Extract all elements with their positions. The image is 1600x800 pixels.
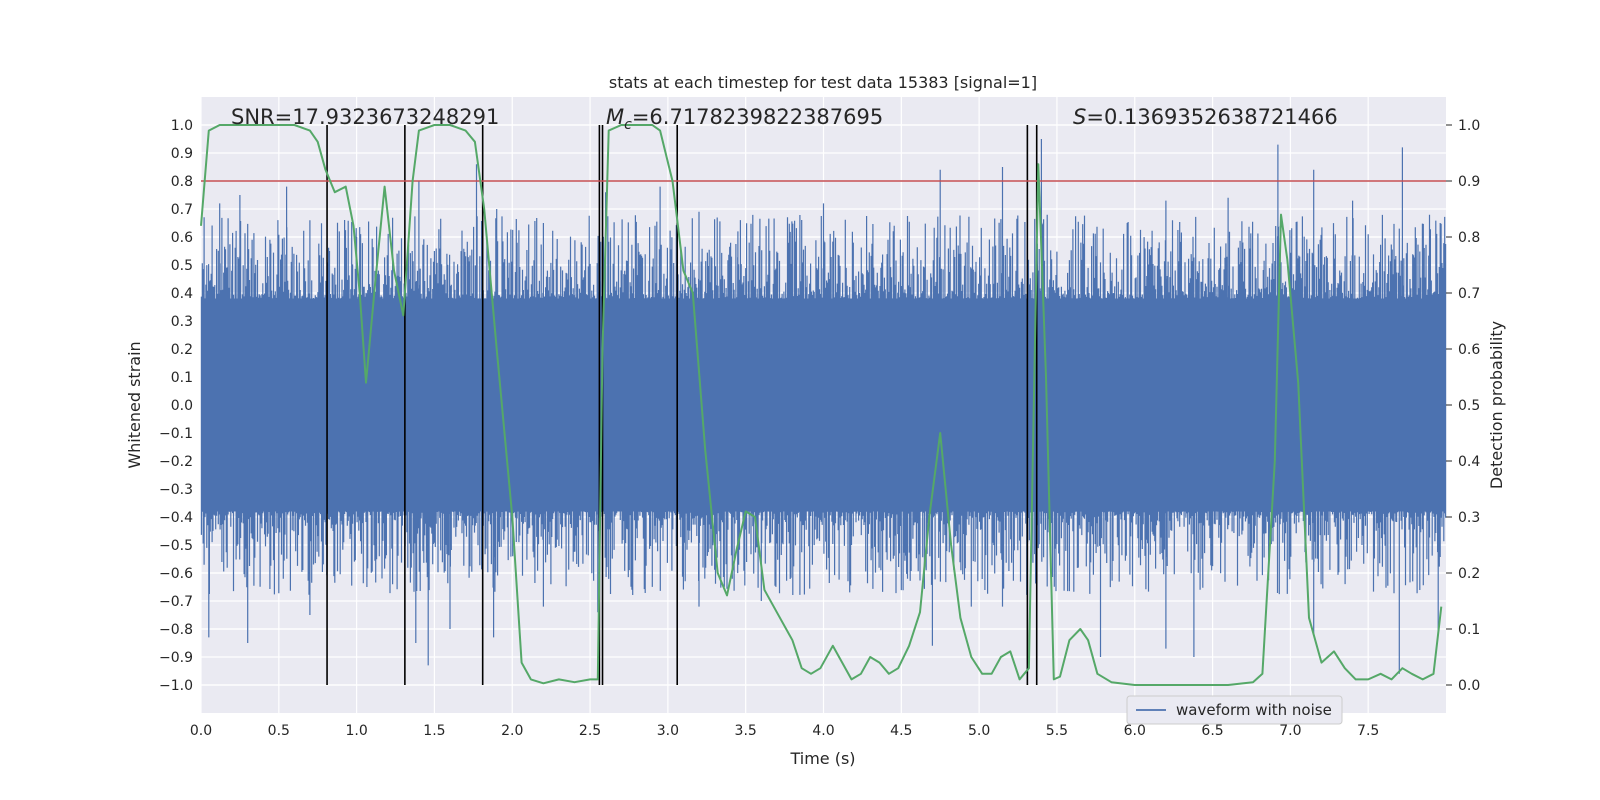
y-tick-label: 0.2 — [171, 342, 193, 358]
y-tick-label: 0.7 — [171, 202, 193, 218]
chirp-mass-value: =6.7178239822387695 — [632, 105, 883, 129]
y-tick-label: −0.1 — [159, 426, 193, 442]
y-tick-label: −0.2 — [159, 454, 193, 470]
y-axis-ticks: 1.0 0.9 0.8 0.7 0.6 0.5 0.4 0.3 0.2 0.1 0.0 −0.1 −0.… — [159, 118, 193, 694]
y-tick-label: −1.0 — [159, 678, 193, 694]
x-tick-label: 7.0 — [1279, 723, 1301, 739]
x-tick-label: 1.0 — [345, 723, 367, 739]
y-tick-label: −0.6 — [159, 566, 193, 582]
y2-tick-label: 0.5 — [1458, 398, 1480, 414]
waveform-trace — [200, 139, 1447, 674]
y-tick-label: −0.7 — [159, 594, 193, 610]
x-tick-label: 5.5 — [1046, 723, 1068, 739]
snr-annotation: SNR=17.9323673248291 — [231, 105, 499, 129]
x-tick-label: 6.0 — [1124, 723, 1146, 739]
x-axis-ticks: 0.0 0.5 1.0 1.5 2.0 2.5 3.0 3.5 4.0 4.5 5.0 5.5 6.0 6… — [190, 723, 1379, 739]
y-tick-label: 1.0 — [171, 118, 193, 134]
x-axis-label: Time (s) — [789, 749, 855, 768]
y-tick-label: 0.9 — [171, 146, 193, 162]
y2-tick-label: 1.0 — [1458, 118, 1480, 134]
x-tick-label: 0.0 — [190, 723, 212, 739]
detection-probability-line — [200, 124, 1443, 686]
y-tick-label: −0.9 — [159, 650, 193, 666]
y2-tick-label: 0.9 — [1458, 174, 1480, 190]
y2-tick-label: 0.4 — [1458, 454, 1480, 470]
chirp-mass-symbol: M — [606, 105, 624, 129]
chirp-mass-annotation: Mc=6.7178239822387695 — [606, 105, 883, 133]
y2-tick-label: 0.1 — [1458, 622, 1480, 638]
chirp-mass-subscript: c — [624, 117, 632, 133]
legend-entry-waveform: waveform with noise — [1176, 701, 1332, 719]
x-tick-label: 3.5 — [735, 723, 757, 739]
x-tick-label: 7.5 — [1357, 723, 1379, 739]
y2-tick-label: 0.0 — [1458, 678, 1480, 694]
y-tick-label: −0.3 — [159, 482, 193, 498]
legend: waveform with noise — [1126, 695, 1343, 725]
y-tick-label: 0.4 — [171, 286, 193, 302]
x-tick-label: 4.5 — [890, 723, 912, 739]
s-value: =0.1369352638721466 — [1086, 105, 1337, 129]
series-detection-probability — [200, 124, 1443, 686]
y-tick-label: −0.5 — [159, 538, 193, 554]
series-waveform-with-noise — [200, 139, 1447, 674]
y-axis-label: Whitened strain — [125, 341, 144, 468]
y2-tick-label: 0.7 — [1458, 286, 1480, 302]
y2-tick-label: 0.3 — [1458, 510, 1480, 526]
x-tick-label: 1.5 — [423, 723, 445, 739]
y-tick-label: 0.8 — [171, 174, 193, 190]
x-tick-label: 2.0 — [501, 723, 523, 739]
y-tick-label: 0.1 — [171, 370, 193, 386]
y-tick-label: 0.3 — [171, 314, 193, 330]
y-tick-label: 0.0 — [171, 398, 193, 414]
legend-box — [1126, 695, 1343, 725]
y2-axis-label: Detection probability — [1487, 321, 1506, 489]
x-tick-label: 0.5 — [268, 723, 290, 739]
y-tick-label: 0.5 — [171, 258, 193, 274]
x-tick-label: 4.0 — [812, 723, 834, 739]
x-tick-label: 5.0 — [968, 723, 990, 739]
y-tick-label: 0.6 — [171, 230, 193, 246]
x-tick-label: 2.5 — [579, 723, 601, 739]
chart-title: stats at each timestep for test data 153… — [609, 73, 1037, 92]
x-tick-label: 3.0 — [657, 723, 679, 739]
y-tick-label: −0.4 — [159, 510, 193, 526]
y2-tick-label: 0.2 — [1458, 566, 1480, 582]
s-annotation: S=0.1369352638721466 — [1073, 105, 1338, 129]
y2-axis-ticks: 1.0 0.9 0.8 0.7 0.6 0.5 0.4 0.3 0.2 0.1 0.0 — [1446, 118, 1480, 694]
y-tick-label: −0.8 — [159, 622, 193, 638]
y2-tick-label: 0.6 — [1458, 342, 1480, 358]
x-tick-label: 6.5 — [1201, 723, 1223, 739]
y2-tick-label: 0.8 — [1458, 230, 1480, 246]
s-symbol: S — [1073, 105, 1086, 129]
